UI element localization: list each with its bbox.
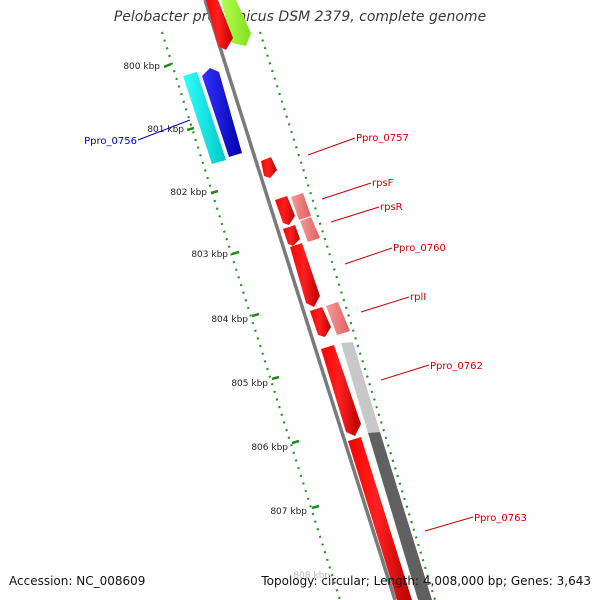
- gene-label-ppro-0763[interactable]: Ppro_0763: [474, 513, 527, 524]
- gene-arrow-red-top: [206, 0, 233, 50]
- gene-label-rpsf[interactable]: rpsF: [372, 178, 394, 189]
- topology-text: Topology: circular; Length: 4,008,000 bp…: [261, 574, 591, 588]
- map-title: Pelobacter propionicus DSM 2379, complet…: [113, 9, 487, 25]
- gene-arrow-rpli-light: [326, 302, 350, 335]
- scale-ticks: [163, 62, 320, 510]
- gene-label-ppro-0760[interactable]: Ppro_0760: [393, 243, 446, 254]
- genome-backbone: [203, 0, 397, 600]
- gene-arrow-rpli: [310, 307, 331, 337]
- scale-label: 802 kbp: [170, 188, 207, 198]
- scale-label: 808 kbp: [293, 571, 330, 581]
- scale-label: 805 kbp: [231, 379, 268, 389]
- leader-ppro-0760: [344, 247, 393, 265]
- scale-tick-805: [271, 375, 280, 381]
- scale-tick-801: [186, 126, 195, 132]
- gene-arrow-blue: [202, 68, 242, 157]
- gene-label-rpli[interactable]: rplI: [410, 292, 426, 303]
- leader-ppro-0756: [137, 119, 191, 141]
- scale-dotted-track-right: [258, 31, 437, 600]
- leader-ppro-0757: [307, 137, 356, 156]
- gc-band-dark: [368, 432, 432, 600]
- gene-arrow-rpsf: [275, 196, 295, 225]
- scale-tick-807: [311, 504, 320, 510]
- scale-label: 803 kbp: [191, 250, 228, 260]
- leader-ppro-0762: [380, 364, 430, 381]
- scale-tick-800: [163, 62, 172, 69]
- leader-rpsr: [330, 206, 380, 223]
- leader-rpli: [360, 296, 410, 313]
- gene-label-ppro-0757[interactable]: Ppro_0757: [356, 133, 409, 144]
- scale-tick-806: [291, 439, 300, 445]
- scale-label: 807 kbp: [270, 507, 307, 517]
- accession-text: Accession: NC_008609: [9, 574, 146, 588]
- gene-arrow-ppro-0760: [290, 243, 320, 307]
- gene-arrow-ppro-0757: [261, 157, 277, 178]
- gene-label-ppro-0762[interactable]: Ppro_0762: [430, 361, 483, 372]
- scale-tick-803: [231, 250, 240, 256]
- scale-dotted-track-left: [160, 31, 342, 600]
- gene-arrow-ppro-0763: [348, 437, 412, 600]
- gene-arrow-rpsr-light: [300, 217, 320, 242]
- scale-tick-802: [210, 189, 219, 195]
- scale-label: 801 kbp: [147, 125, 184, 135]
- leader-ppro-0763: [424, 516, 474, 532]
- scale-tick-804: [251, 312, 260, 318]
- gene-arrow-green: [221, 0, 251, 46]
- scale-label: 800 kbp: [123, 62, 160, 72]
- scale-label: 806 kbp: [251, 443, 288, 453]
- gene-arrow-rpsf-light: [291, 193, 311, 220]
- gene-label-ppro-0756[interactable]: Ppro_0756: [84, 136, 137, 147]
- gene-arrow-rpsr: [283, 225, 300, 246]
- leader-rpsf: [321, 182, 372, 200]
- gene-arrow-cyan: [183, 72, 226, 164]
- gc-band-light: [341, 342, 380, 433]
- gene-arrow-ppro-0762: [321, 345, 361, 436]
- gene-label-rpsr[interactable]: rpsR: [380, 202, 403, 213]
- scale-label: 804 kbp: [211, 315, 248, 325]
